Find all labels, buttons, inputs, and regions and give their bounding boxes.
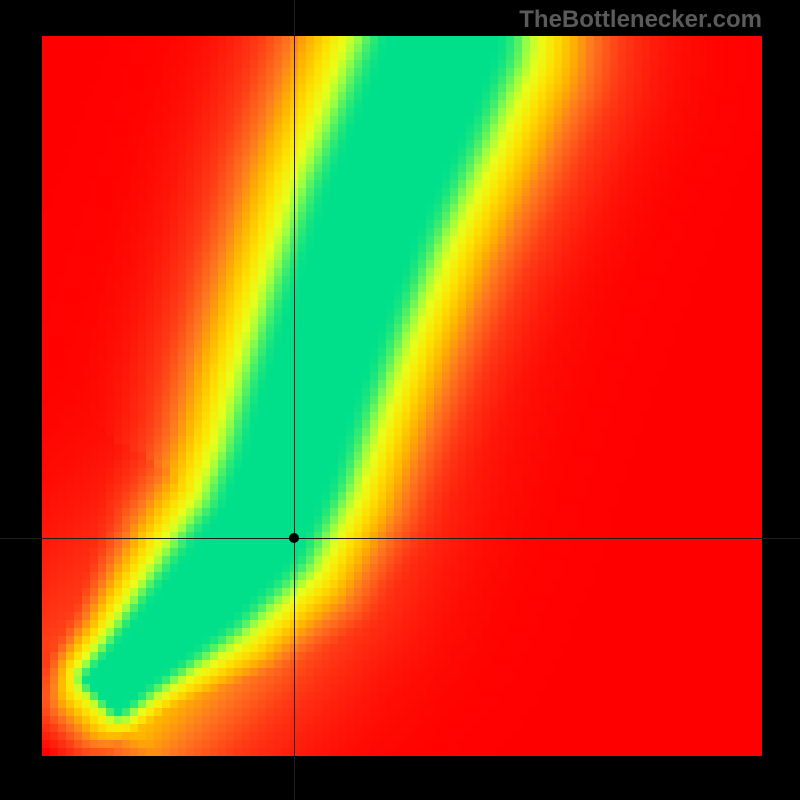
crosshair-horizontal <box>0 538 800 539</box>
chart-container: TheBottlenecker.com <box>0 0 800 800</box>
heatmap-canvas <box>42 36 762 756</box>
watermark-text: TheBottlenecker.com <box>519 6 762 34</box>
marker-dot <box>289 533 299 543</box>
crosshair-vertical <box>294 0 295 800</box>
